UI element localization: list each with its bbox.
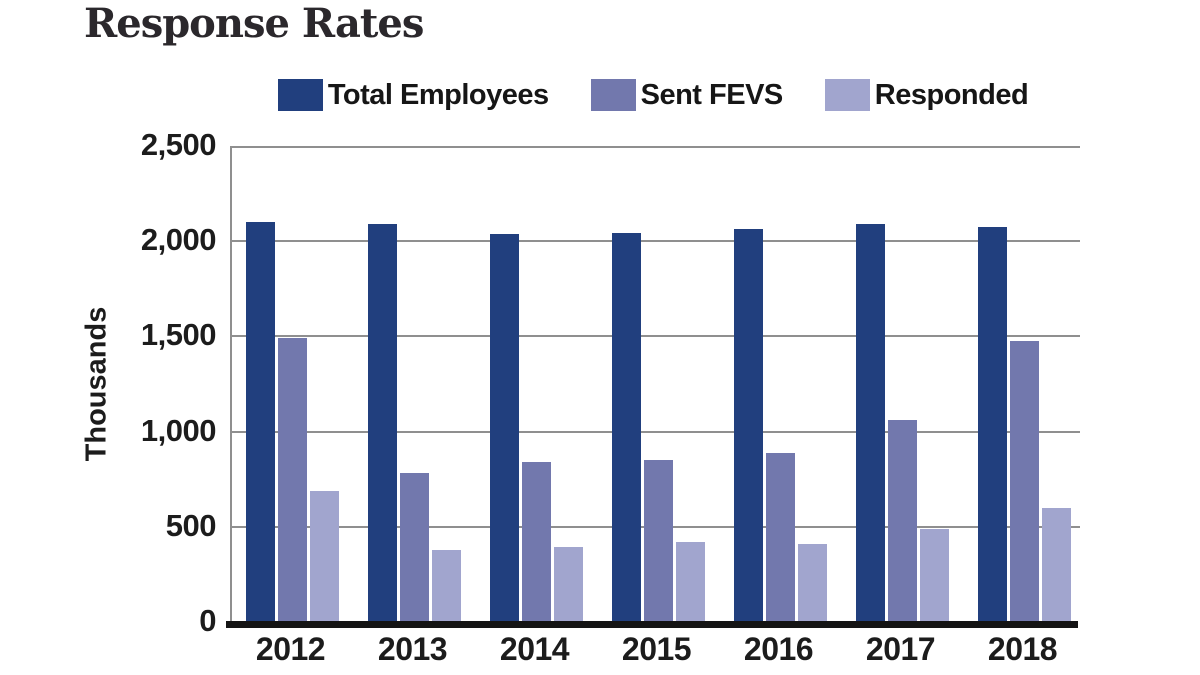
legend-item-label: Sent FEVS [640, 78, 784, 111]
bar-responded-2017 [920, 529, 949, 622]
xtick-label-2017: 2017 [865, 631, 936, 667]
ytick-label-500: 500 [165, 507, 217, 543]
bar-group-2016 [734, 228, 827, 622]
bar-group-2013 [368, 224, 461, 622]
xtick-label-2015: 2015 [621, 631, 692, 667]
xtick-label-2016: 2016 [743, 631, 814, 667]
bar-group-2014 [490, 233, 583, 622]
bar-sent-fevs-2018 [1010, 341, 1039, 622]
bar-sent-fevs-2015 [644, 460, 673, 622]
legend-item-3: Responded [824, 78, 1029, 112]
bar-total-employees-2015 [612, 232, 641, 622]
bar-sent-fevs-2016 [766, 452, 795, 622]
bar-responded-2018 [1042, 508, 1071, 622]
bar-total-employees-2018 [978, 226, 1007, 622]
legend-item-1: Total Employees [277, 78, 549, 112]
bar-group-2015 [612, 232, 705, 622]
bar-total-employees-2012 [246, 222, 275, 622]
ytick-label-2500: 2,500 [140, 127, 217, 162]
xtick-label-2014: 2014 [499, 631, 570, 667]
bar-sent-fevs-2012 [278, 337, 307, 622]
ytick-label-0: 0 [199, 603, 216, 638]
bar-total-employees-2014 [490, 233, 519, 622]
bar-total-employees-2016 [734, 228, 763, 622]
xtick-label-2013: 2013 [377, 631, 448, 667]
bar-responded-2014 [554, 547, 583, 622]
legend-item-label: Total Employees [327, 78, 549, 111]
legend-swatch-icon [590, 79, 636, 111]
bar-total-employees-2013 [368, 224, 397, 622]
xtick-label-2012: 2012 [255, 631, 326, 667]
bar-sent-fevs-2013 [400, 473, 429, 622]
bar-group-2012 [246, 222, 339, 622]
legend-item-label: Responded [874, 78, 1029, 111]
legend-swatch-icon [277, 79, 323, 111]
bar-responded-2012 [310, 491, 339, 622]
legend: Total Employees Sent FEVS Responded [228, 76, 1078, 114]
bar-group-2017 [856, 224, 949, 622]
gridline-2500 [232, 146, 1080, 148]
legend-item-2: Sent FEVS [590, 78, 784, 112]
xtick-label-2018: 2018 [987, 631, 1058, 667]
bar-total-employees-2017 [856, 224, 885, 622]
legend-swatch-icon [824, 79, 870, 111]
gridline-1000 [232, 430, 1080, 433]
ytick-label-1500: 1,500 [140, 317, 217, 353]
x-axis-line [226, 621, 1078, 628]
bar-group-2018 [978, 226, 1071, 622]
chart-title: Response Rates [84, 0, 424, 47]
bar-sent-fevs-2014 [522, 462, 551, 622]
bar-responded-2013 [432, 550, 461, 622]
bar-responded-2016 [798, 544, 827, 622]
ytick-label-1000: 1,000 [140, 412, 217, 448]
plot-area [230, 146, 1080, 622]
bar-responded-2015 [676, 541, 705, 622]
ytick-label-2000: 2,000 [140, 222, 217, 258]
gridline-2000 [232, 240, 1080, 243]
gridline-1500 [232, 335, 1080, 338]
bar-sent-fevs-2017 [888, 419, 917, 622]
